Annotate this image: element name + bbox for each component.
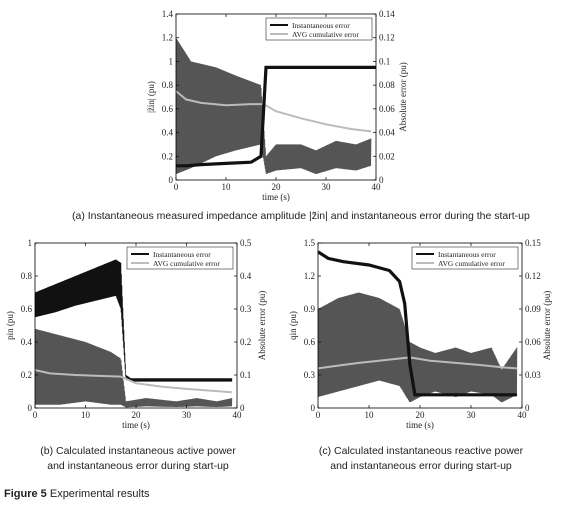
- y-right-tick-label: 0.09: [525, 304, 541, 314]
- y-right-tick-label: 0.5: [240, 238, 252, 248]
- chart-c: 0 10 20 30 4000.30.60.91.21.500.030.060.090.…: [288, 238, 552, 430]
- y-right-tick-label: 0.14: [379, 9, 395, 19]
- x-tick-label: 10: [365, 410, 375, 420]
- y-tick-label: 0.4: [162, 128, 174, 138]
- y-right-tick-label: 0: [379, 175, 384, 185]
- y-tick-label: 1.2: [304, 271, 315, 281]
- x-tick-label: 0: [33, 410, 38, 420]
- x-tick-label: 40: [372, 182, 382, 192]
- y-tick-label: 1.5: [304, 238, 316, 248]
- legend-label: AVG cumulative error: [292, 30, 359, 39]
- avg-error-series: [35, 369, 232, 394]
- plot-area-b: [35, 259, 233, 408]
- legend-label: Instantaneous error: [292, 21, 350, 30]
- measured-series: [35, 259, 233, 382]
- y-tick-label: 0.6: [162, 104, 174, 114]
- x-tick-label: 40: [518, 410, 528, 420]
- measured-series: [318, 250, 517, 397]
- y-right-axis-label: Absolute error (pu): [257, 291, 267, 360]
- y-tick-label: 1.2: [162, 33, 173, 43]
- instantaneous-error-series: [318, 292, 518, 403]
- y-right-axis-label: Absolute error (pu): [542, 291, 552, 360]
- y-right-tick-label: 0.15: [525, 238, 541, 248]
- x-tick-label: 0: [174, 182, 179, 192]
- y-tick-label: 0.8: [162, 80, 174, 90]
- y-right-tick-label: 0.03: [525, 370, 541, 380]
- y-right-tick-label: 0.3: [240, 304, 252, 314]
- caption-b: (b) Calculated instantaneous active powe…: [40, 445, 236, 472]
- y-right-tick-label: 0.12: [379, 33, 395, 43]
- y-right-tick-label: 0.06: [379, 104, 395, 114]
- y-tick-label: 1.4: [162, 9, 174, 19]
- y-tick-label: 0: [169, 175, 174, 185]
- y-axis-label: qin (pu): [288, 311, 298, 340]
- x-axis-label: time (s): [262, 192, 290, 202]
- legend-box: [411, 246, 519, 270]
- caption-a: (a) Instantaneous measured impedance amp…: [72, 210, 530, 222]
- y-right-tick-label: 0.12: [525, 271, 541, 281]
- x-tick-label: 20: [416, 410, 426, 420]
- y-tick-label: 0.2: [162, 151, 173, 161]
- y-tick-label: 0.6: [304, 337, 316, 347]
- legend-label: AVG cumulative error: [438, 259, 505, 268]
- figure-label-text: Experimental results: [46, 488, 150, 500]
- y-tick-label: 0.4: [21, 337, 33, 347]
- plot-area-c: [318, 250, 518, 403]
- y-tick-label: 0.8: [21, 271, 33, 281]
- y-right-tick-label: 0: [525, 403, 530, 413]
- y-tick-label: 0.6: [21, 304, 33, 314]
- x-tick-label: 30: [467, 410, 477, 420]
- plot-area-a: [176, 37, 376, 175]
- instantaneous-error-series: [35, 328, 233, 408]
- x-axis-label: time (s): [122, 420, 150, 430]
- x-tick-label: 40: [233, 410, 243, 420]
- y-right-tick-label: 0: [240, 403, 245, 413]
- y-right-tick-label: 0.06: [525, 337, 541, 347]
- legend-label: Instantaneous error: [153, 250, 211, 259]
- figure-label: Figure 5 Experimental results: [4, 488, 150, 500]
- y-right-tick-label: 0.04: [379, 128, 395, 138]
- y-tick-label: 0: [311, 403, 316, 413]
- caption-c: (c) Calculated instantaneous reactive po…: [318, 445, 524, 472]
- x-tick-label: 10: [222, 182, 232, 192]
- x-axis-label: time (s): [406, 420, 434, 430]
- x-tick-label: 0: [316, 410, 321, 420]
- y-tick-label: 1: [28, 238, 33, 248]
- y-tick-label: 0.2: [21, 370, 32, 380]
- y-tick-label: 0.9: [304, 304, 316, 314]
- legend-box: [126, 246, 234, 270]
- y-axis-label: pin (pu): [5, 311, 15, 340]
- measured-series: [176, 65, 376, 168]
- y-right-tick-label: 0.08: [379, 80, 395, 90]
- x-tick-label: 20: [272, 182, 282, 192]
- y-right-tick-label: 0.2: [240, 337, 251, 347]
- y-right-tick-label: 0.1: [379, 56, 390, 66]
- legend-label: AVG cumulative error: [153, 259, 220, 268]
- chart-a: 0 10 20 30 4000.20.40.60.811.21.400.020.040.…: [146, 9, 408, 202]
- y-tick-label: 0.3: [304, 370, 316, 380]
- y-right-axis-label: Absolute error (pu): [398, 62, 408, 131]
- figure-label-number: Figure 5: [4, 488, 47, 500]
- y-tick-label: 1: [169, 56, 174, 66]
- y-right-tick-label: 0.02: [379, 151, 395, 161]
- y-axis-label: |z̃in| (pu): [146, 81, 156, 113]
- x-tick-label: 20: [132, 410, 142, 420]
- chart-b: 0 10 20 30 4000.20.40.60.8100.10.20.30.40.5t…: [5, 238, 267, 430]
- x-tick-label: 10: [81, 410, 91, 420]
- y-right-tick-label: 0.1: [240, 370, 251, 380]
- y-tick-label: 0: [28, 403, 33, 413]
- y-right-tick-label: 0.4: [240, 271, 252, 281]
- x-tick-label: 30: [322, 182, 332, 192]
- legend-box: [265, 17, 373, 41]
- x-tick-label: 30: [182, 410, 192, 420]
- legend-label: Instantaneous error: [438, 250, 496, 259]
- instantaneous-error-series: [176, 37, 372, 175]
